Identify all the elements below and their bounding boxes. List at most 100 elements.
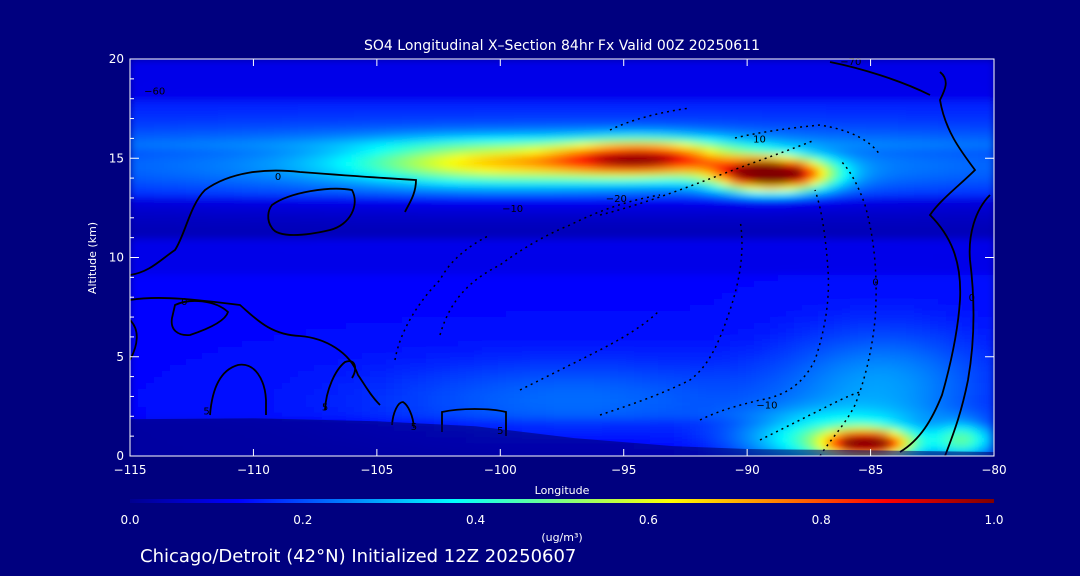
heatmap-cell bbox=[850, 197, 859, 204]
heatmap-cell bbox=[234, 239, 243, 246]
heatmap-cell bbox=[850, 149, 859, 156]
heatmap-cell bbox=[866, 65, 875, 72]
heatmap-cell bbox=[418, 137, 427, 144]
heatmap-cell bbox=[258, 191, 267, 198]
heatmap-cell bbox=[594, 317, 603, 324]
heatmap-cell bbox=[682, 143, 691, 150]
heatmap-cell bbox=[946, 137, 955, 144]
heatmap-cell bbox=[522, 311, 531, 318]
heatmap-cell bbox=[426, 293, 435, 300]
heatmap-cell bbox=[226, 203, 235, 210]
heatmap-cell bbox=[434, 329, 443, 336]
heatmap-cell bbox=[762, 179, 771, 186]
heatmap-cell bbox=[746, 263, 755, 270]
heatmap-cell bbox=[618, 257, 627, 264]
heatmap-cell bbox=[554, 323, 563, 330]
heatmap-cell bbox=[674, 323, 683, 330]
heatmap-cell bbox=[474, 317, 483, 324]
heatmap-cell bbox=[602, 89, 611, 96]
heatmap-cell bbox=[658, 251, 667, 258]
heatmap-cell bbox=[610, 239, 619, 246]
heatmap-cell bbox=[530, 263, 539, 270]
heatmap-cell bbox=[922, 107, 931, 114]
heatmap-cell bbox=[754, 281, 763, 288]
heatmap-cell bbox=[762, 173, 771, 180]
heatmap-cell bbox=[674, 227, 683, 234]
heatmap-cell bbox=[778, 215, 787, 222]
heatmap-cell bbox=[538, 197, 547, 204]
heatmap-cell bbox=[810, 143, 819, 150]
heatmap-cell bbox=[930, 323, 939, 330]
heatmap-cell bbox=[890, 293, 899, 300]
heatmap-cell bbox=[202, 257, 211, 264]
heatmap-cell bbox=[682, 281, 691, 288]
heatmap-cell bbox=[458, 65, 467, 72]
heatmap-cell bbox=[586, 77, 595, 84]
heatmap-cell bbox=[650, 317, 659, 324]
heatmap-cell bbox=[194, 143, 203, 150]
heatmap-cell bbox=[202, 71, 211, 78]
heatmap-cell bbox=[290, 305, 299, 312]
heatmap-cell bbox=[722, 329, 731, 336]
heatmap-cell bbox=[714, 77, 723, 84]
heatmap-cell bbox=[146, 323, 155, 330]
heatmap-cell bbox=[330, 71, 339, 78]
heatmap-cell bbox=[698, 233, 707, 240]
heatmap-cell bbox=[154, 275, 163, 282]
heatmap-cell bbox=[434, 239, 443, 246]
heatmap-cell bbox=[466, 323, 475, 330]
heatmap-cell bbox=[162, 65, 171, 72]
heatmap-cell bbox=[698, 299, 707, 306]
heatmap-cell bbox=[450, 119, 459, 126]
heatmap-cell bbox=[154, 125, 163, 132]
heatmap-cell bbox=[298, 89, 307, 96]
heatmap-cell bbox=[866, 275, 875, 282]
heatmap-cell bbox=[170, 125, 179, 132]
heatmap-cell bbox=[322, 131, 331, 138]
heatmap-cell bbox=[570, 71, 579, 78]
heatmap-cell bbox=[898, 155, 907, 162]
heatmap-cell bbox=[458, 131, 467, 138]
heatmap-cell bbox=[714, 143, 723, 150]
heatmap-cell bbox=[634, 185, 643, 192]
heatmap-cell bbox=[594, 311, 603, 318]
heatmap-cell bbox=[130, 191, 139, 198]
heatmap-cell bbox=[554, 119, 563, 126]
heatmap-cell bbox=[514, 191, 523, 198]
heatmap-cell bbox=[570, 281, 579, 288]
heatmap-cell bbox=[490, 155, 499, 162]
heatmap-cell bbox=[482, 293, 491, 300]
heatmap-cell bbox=[914, 83, 923, 90]
heatmap-cell bbox=[802, 275, 811, 282]
heatmap-cell bbox=[410, 143, 419, 150]
heatmap-cell bbox=[930, 119, 939, 126]
heatmap-cell bbox=[642, 227, 651, 234]
heatmap-cell bbox=[570, 65, 579, 72]
heatmap-cell bbox=[530, 251, 539, 258]
heatmap-cell bbox=[730, 59, 739, 66]
heatmap-cell bbox=[834, 173, 843, 180]
heatmap-cell bbox=[762, 227, 771, 234]
heatmap-cell bbox=[594, 281, 603, 288]
heatmap-cell bbox=[666, 233, 675, 240]
heatmap-cell bbox=[522, 257, 531, 264]
heatmap-cell bbox=[682, 329, 691, 336]
heatmap-cell bbox=[730, 209, 739, 216]
heatmap-cell bbox=[906, 107, 915, 114]
heatmap-cell bbox=[314, 77, 323, 84]
heatmap-cell bbox=[138, 77, 147, 84]
heatmap-cell bbox=[914, 179, 923, 186]
heatmap-cell bbox=[658, 107, 667, 114]
heatmap-cell bbox=[610, 215, 619, 222]
heatmap-cell bbox=[538, 305, 547, 312]
heatmap-cell bbox=[522, 305, 531, 312]
heatmap-cell bbox=[698, 245, 707, 252]
heatmap-cell bbox=[490, 227, 499, 234]
heatmap-cell bbox=[882, 269, 891, 276]
heatmap-cell bbox=[658, 155, 667, 162]
heatmap-cell bbox=[554, 173, 563, 180]
heatmap-cell bbox=[146, 227, 155, 234]
heatmap-cell bbox=[762, 197, 771, 204]
heatmap-cell bbox=[210, 275, 219, 282]
heatmap-cell bbox=[586, 95, 595, 102]
